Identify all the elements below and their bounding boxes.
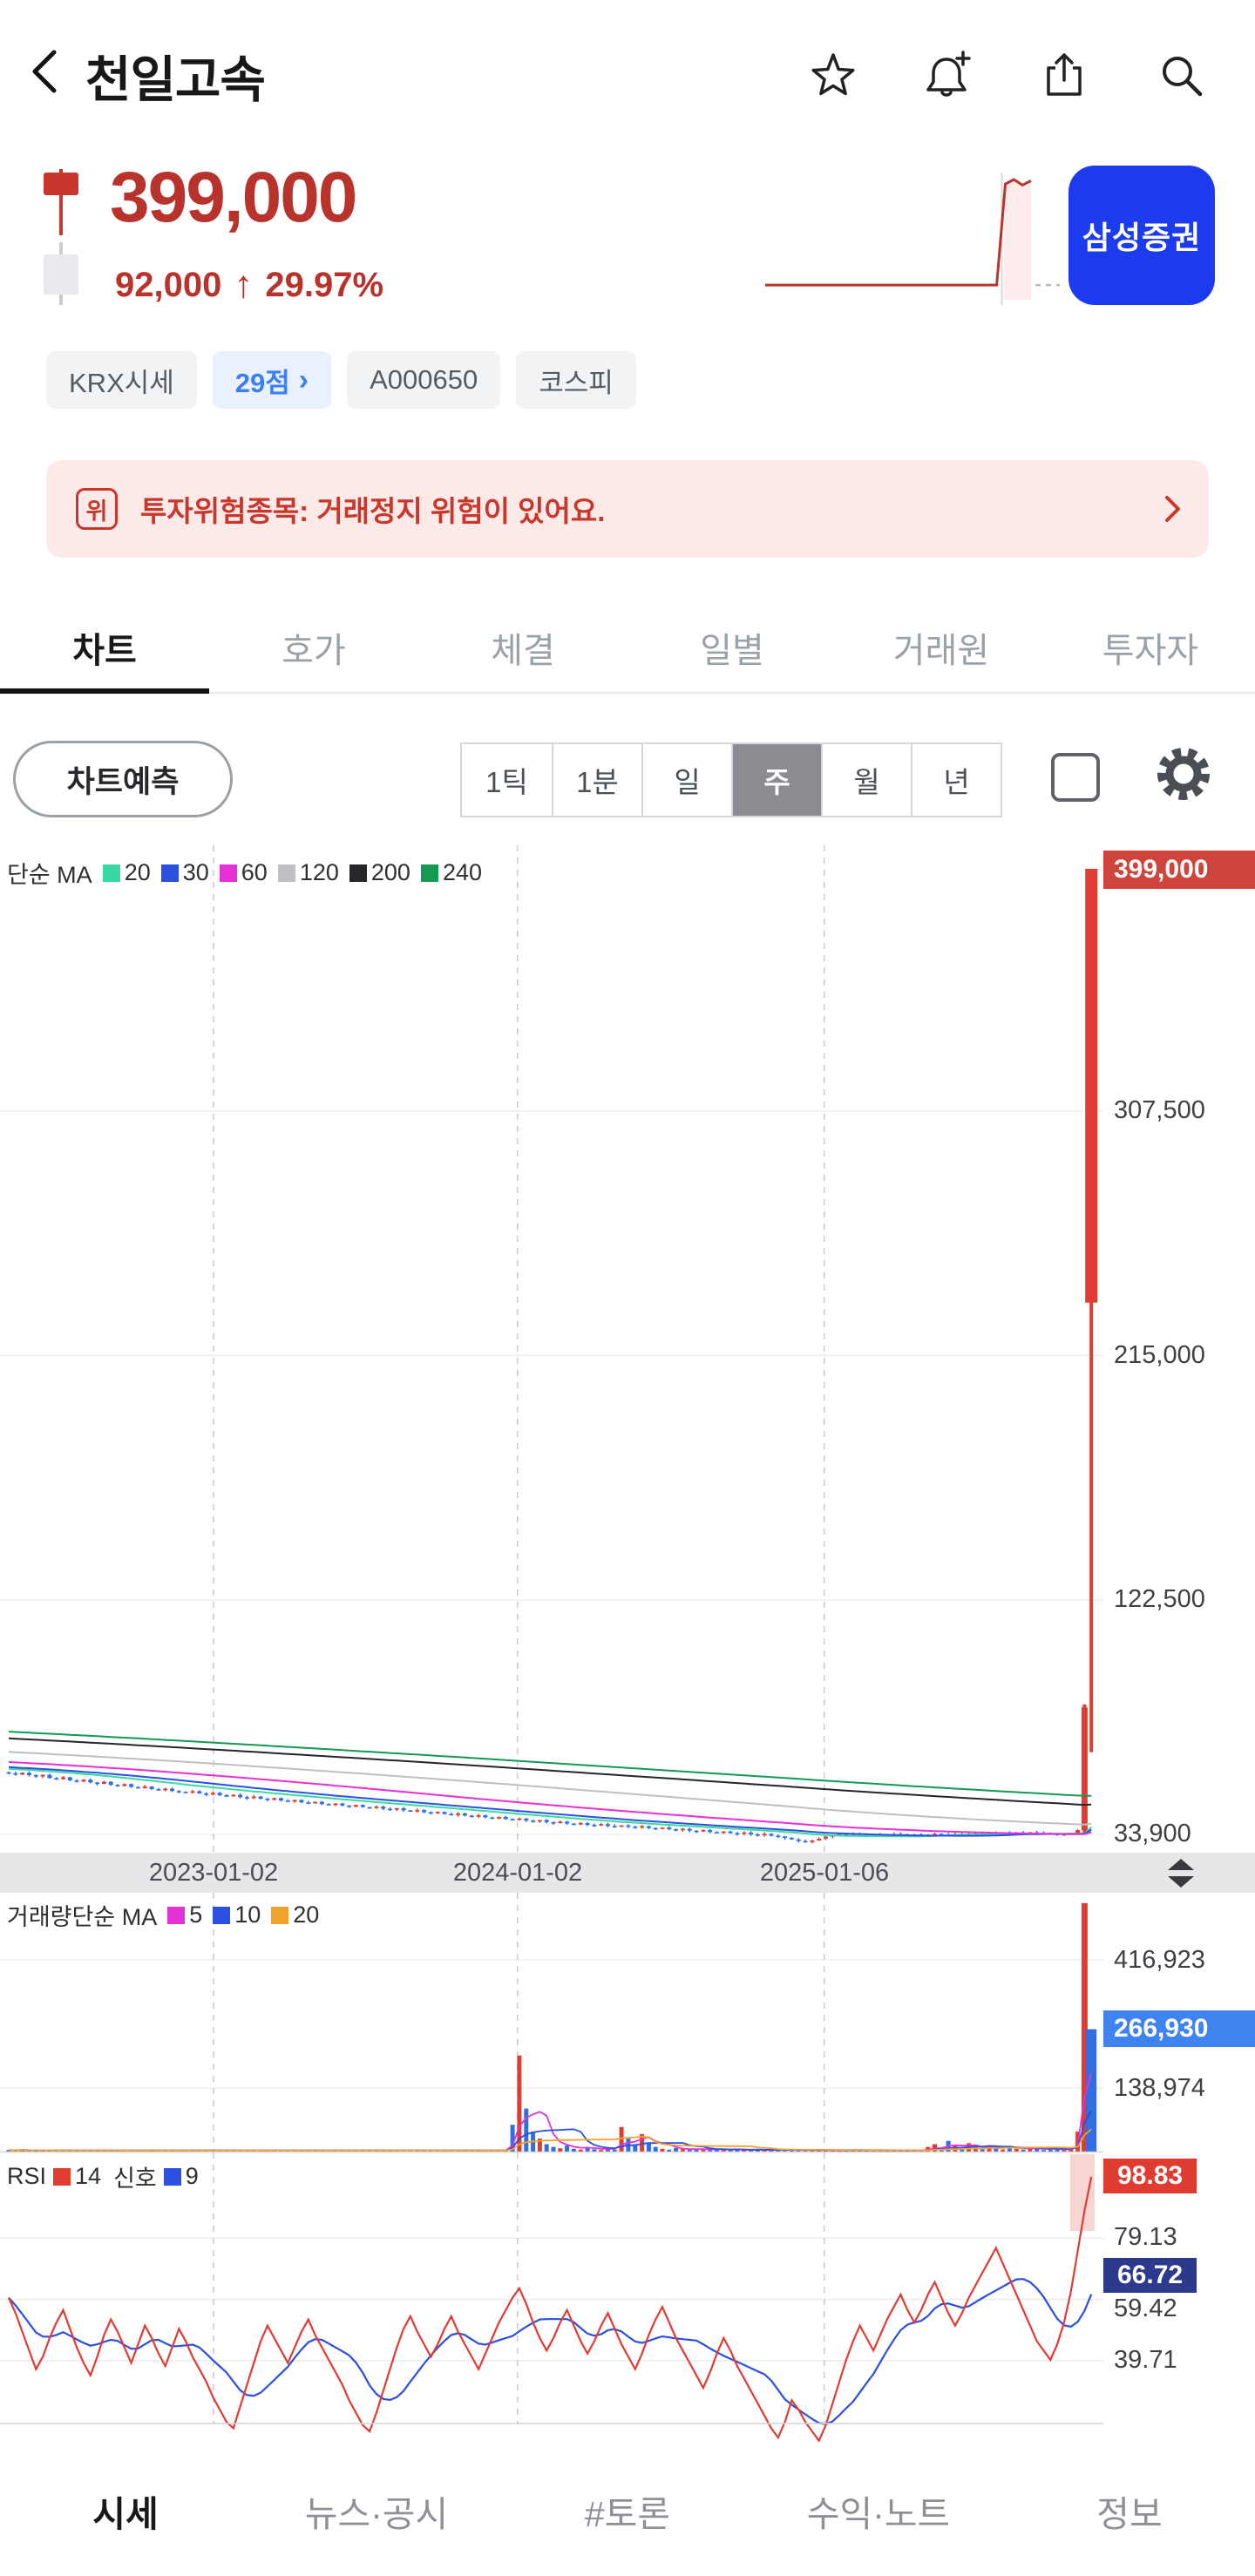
mini-sparkline-chart — [765, 173, 1060, 305]
tab-orderbook[interactable]: 호가 — [282, 632, 346, 670]
rsi-chart[interactable] — [0, 2152, 1103, 2449]
current-price-axis-badge: 399,000 — [1103, 851, 1255, 889]
warning-text: 투자위험종목: 거래정지 위험이 있어요. — [140, 495, 606, 527]
ma200-color-swatch — [349, 864, 367, 882]
tab-executions[interactable]: 체결 — [491, 632, 555, 670]
favorite-star-icon[interactable] — [809, 51, 858, 99]
rsi-legend: RSI 14 신호 9 — [7, 2163, 199, 2192]
vma20-color-swatch — [271, 1906, 289, 1924]
nav-profit-note[interactable]: 수익·노트 — [806, 2494, 951, 2534]
price-axis-tick: 122,500 — [1114, 1585, 1205, 1613]
price-chart[interactable] — [0, 845, 1103, 1853]
rsi-value-badge: 98.83 — [1103, 2159, 1197, 2193]
nav-discussion[interactable]: #토론 — [584, 2494, 671, 2534]
risk-warning-banner[interactable]: 위 투자위험종목: 거래정지 위험이 있어요. — [46, 460, 1209, 558]
period-1min[interactable]: 1분 — [552, 744, 641, 816]
tab-investors[interactable]: 투자자 — [1102, 632, 1199, 670]
change-amount: 92,000 — [115, 265, 222, 304]
current-price: 399,000 — [110, 158, 357, 237]
price-axis-tick: 307,500 — [1114, 1096, 1205, 1124]
tab-chart[interactable]: 차트 — [0, 610, 209, 694]
ma-legend: 단순 MA 20 30 60 120 200 240 — [7, 859, 483, 888]
rsi-axis-tick: 59.42 — [1114, 2295, 1177, 2322]
back-chevron-icon — [32, 50, 57, 93]
date-label: 2024-01-02 — [452, 1859, 583, 1887]
period-1tick[interactable]: 1틱 — [485, 766, 528, 798]
period-week[interactable]: 주 — [731, 744, 821, 816]
vma10-color-swatch — [213, 1906, 231, 1924]
date-axis-band — [0, 1853, 1255, 1893]
back-button[interactable] — [23, 45, 66, 98]
ma60-color-swatch — [219, 864, 237, 882]
volume-axis-tick: 416,923 — [1114, 1946, 1205, 1974]
chip-ticker-code[interactable]: A000650 — [347, 351, 501, 409]
share-icon[interactable] — [1040, 51, 1089, 99]
signal-color-swatch — [163, 2167, 181, 2186]
ma30-color-swatch — [160, 864, 179, 882]
ma240-color-swatch — [420, 864, 438, 882]
alert-bell-plus-icon[interactable] — [924, 51, 973, 99]
gear-icon[interactable] — [1152, 742, 1215, 805]
chevron-right-icon — [1165, 496, 1180, 522]
up-arrow-icon: ↑ — [234, 263, 254, 306]
change-percent: 29.97% — [265, 265, 384, 304]
chip-market[interactable]: 코스피 — [516, 351, 636, 409]
chip-krx[interactable]: KRX시세 — [46, 351, 197, 409]
volume-chart[interactable] — [0, 1893, 1103, 2152]
page-title: 천일고속 — [85, 52, 266, 108]
section-tabs: 차트 호가 체결 일별 거래원 투자자 — [0, 610, 1255, 694]
axis-expand-arrows-icon[interactable] — [1166, 1859, 1196, 1888]
chart-predict-button[interactable]: 차트예측 — [13, 741, 233, 817]
rsi-signal-badge: 66.72 — [1103, 2258, 1197, 2293]
date-label: 2025-01-06 — [759, 1859, 890, 1887]
tag-chips: KRX시세 29점 › A000650 코스피 — [46, 351, 636, 409]
fullscreen-icon[interactable] — [1051, 753, 1100, 802]
tab-daily[interactable]: 일별 — [700, 632, 764, 670]
rsi-axis-tick: 79.13 — [1114, 2223, 1177, 2251]
ma20-color-swatch — [102, 864, 120, 882]
price-axis-tick: 33,900 — [1114, 1820, 1191, 1847]
search-icon[interactable] — [1157, 51, 1205, 99]
period-month[interactable]: 월 — [821, 744, 911, 816]
bottom-navigation: 시세 뉴스·공시 #토론 수익·노트 정보 — [0, 2475, 1255, 2559]
vma5-color-swatch — [167, 1906, 186, 1924]
rsi-axis-tick: 39.71 — [1114, 2346, 1177, 2374]
period-year[interactable]: 년 — [911, 744, 1001, 816]
period-day[interactable]: 일 — [641, 744, 731, 816]
volume-ma-legend: 거래량단순 MA 5 10 20 — [7, 1901, 320, 1930]
price-change: 92,000 ↑ 29.97% — [115, 263, 383, 307]
candles-icon — [42, 166, 80, 309]
nav-info[interactable]: 정보 — [1096, 2494, 1163, 2534]
current-volume-badge: 266,930 — [1103, 2010, 1255, 2047]
date-label: 2023-01-02 — [148, 1859, 279, 1887]
period-selector: 1틱 1분 일 주 월 년 — [460, 742, 1002, 817]
rsi-color-swatch — [53, 2167, 71, 2186]
broker-logo[interactable]: 삼성증권 — [1068, 166, 1215, 305]
tab-brokers[interactable]: 거래원 — [892, 632, 990, 670]
nav-quotes[interactable]: 시세 — [92, 2494, 159, 2534]
ma120-color-swatch — [277, 864, 295, 882]
volume-axis-tick: 138,974 — [1114, 2074, 1205, 2102]
chip-score[interactable]: 29점 › — [212, 351, 332, 409]
warning-badge-icon: 위 — [76, 488, 118, 530]
price-axis-tick: 215,000 — [1114, 1341, 1205, 1369]
nav-news[interactable]: 뉴스·공시 — [304, 2494, 449, 2534]
